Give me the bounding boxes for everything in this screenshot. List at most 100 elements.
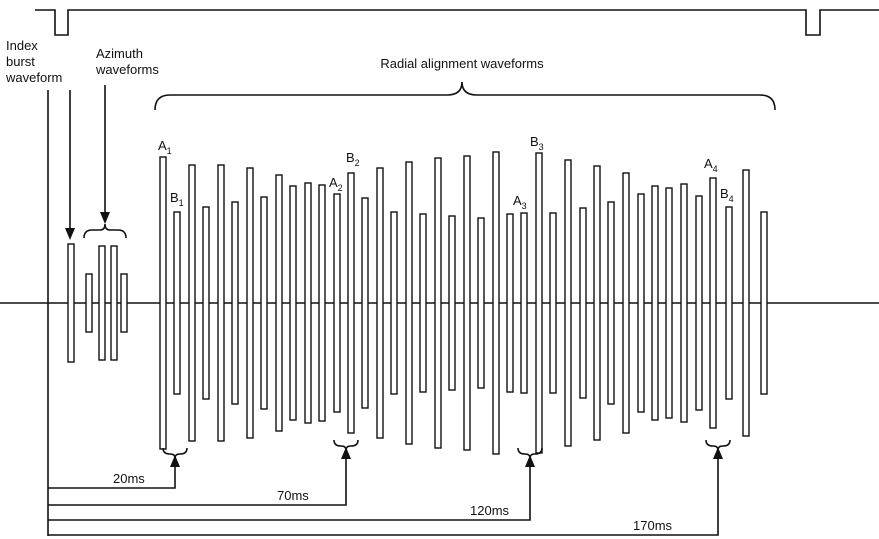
waveform-bar	[760, 211, 768, 395]
index-trace	[35, 9, 879, 36]
bar-letter: B	[346, 150, 355, 165]
waveform-bar	[390, 211, 398, 395]
waveform-bar	[477, 217, 485, 389]
waveform-bar	[110, 245, 118, 361]
waveform-bar	[463, 155, 471, 451]
waveform-bars	[67, 151, 768, 455]
timing-line	[48, 457, 347, 506]
waveform-bar	[246, 167, 254, 439]
timing-line	[48, 465, 531, 521]
radial-brace	[154, 81, 776, 111]
waveform-bar	[85, 273, 93, 333]
waveform-bar	[520, 212, 528, 394]
bar-label: B2	[346, 150, 360, 168]
waveform-bar	[405, 161, 413, 445]
bar-subscript: 2	[338, 183, 343, 193]
waveform-bar	[680, 183, 688, 423]
waveform-bar	[173, 211, 181, 395]
waveform-bar	[67, 243, 75, 363]
bar-label: B3	[530, 134, 544, 152]
waveform-bar	[159, 156, 167, 450]
waveform-bar	[637, 193, 645, 413]
azimuth-label: Azimuth	[96, 46, 143, 61]
waveform-bar	[695, 195, 703, 411]
bar-label: B4	[720, 186, 734, 204]
timing-label: 170ms	[633, 518, 673, 533]
waveform-bar	[202, 206, 210, 400]
waveform-bar	[549, 212, 557, 394]
waveform-bar	[709, 177, 717, 429]
timing-label: 70ms	[277, 488, 309, 503]
bar-letter: A	[158, 138, 167, 153]
waveform-bar	[318, 184, 326, 422]
arrow-head	[65, 228, 75, 240]
azimuth-label: waveforms	[95, 62, 159, 77]
pair-brace	[705, 439, 731, 451]
waveform-bar	[448, 215, 456, 391]
timing-label: 20ms	[113, 471, 145, 486]
radial-label: Radial alignment waveforms	[380, 56, 544, 71]
bar-subscript: 4	[729, 194, 734, 204]
bar-letter: A	[329, 175, 338, 190]
waveform-bar	[607, 201, 615, 405]
index-label: waveform	[5, 70, 62, 85]
waveform-bar	[593, 165, 601, 441]
waveform-bar	[188, 164, 196, 442]
waveform-bar	[98, 245, 106, 361]
waveform-bar	[120, 273, 128, 333]
waveform-bar	[289, 185, 297, 421]
bar-subscript: 4	[713, 164, 718, 174]
waveform-bar	[217, 164, 225, 442]
bar-label: A2	[329, 175, 343, 193]
waveform-bar	[725, 206, 733, 400]
bar-label: A1	[158, 138, 172, 156]
bar-subscript: 2	[355, 158, 360, 168]
arrow-head	[170, 455, 180, 467]
azimuth-brace	[83, 223, 127, 239]
timing-line	[48, 457, 719, 536]
waveform-bar	[347, 172, 355, 434]
bar-letter: B	[530, 134, 539, 149]
waveform-bar	[579, 207, 587, 399]
bar-label: A3	[513, 193, 527, 211]
bar-letter: B	[170, 190, 179, 205]
bar-letter: B	[720, 186, 729, 201]
bar-letter: A	[513, 193, 522, 208]
pair-brace	[517, 447, 543, 459]
waveform-bar	[361, 197, 369, 409]
waveform-bar	[742, 169, 750, 437]
bar-label: B1	[170, 190, 184, 208]
bar-subscript: 3	[522, 201, 527, 211]
pair-brace	[162, 447, 188, 459]
bar-subscript: 1	[179, 198, 184, 208]
waveform-bar	[665, 187, 673, 419]
waveform-bar	[304, 182, 312, 424]
arrow-head	[341, 447, 351, 459]
bar-subscript: 3	[539, 142, 544, 152]
pair-brace	[333, 439, 359, 451]
waveform-bar	[376, 167, 384, 439]
arrow-head	[713, 447, 723, 459]
index-label: Index	[6, 38, 38, 53]
waveform-bar	[434, 157, 442, 449]
timing-line	[48, 465, 176, 489]
waveform-bar	[260, 196, 268, 410]
waveform-bar	[419, 213, 427, 393]
waveform-bar	[231, 201, 239, 405]
waveform-bar	[564, 159, 572, 447]
waveform-bar	[535, 152, 543, 454]
timing-label: 120ms	[470, 503, 510, 518]
waveform-bar	[622, 172, 630, 434]
waveform-bar	[333, 193, 341, 413]
waveform-bar	[651, 185, 659, 421]
bar-label: A4	[704, 156, 718, 174]
bar-subscript: 1	[167, 146, 172, 156]
arrow-head	[525, 455, 535, 467]
waveform-bar	[506, 213, 514, 393]
bar-letter: A	[704, 156, 713, 171]
waveform-bar	[275, 174, 283, 432]
index-label: burst	[6, 54, 35, 69]
arrow-head	[100, 212, 110, 224]
